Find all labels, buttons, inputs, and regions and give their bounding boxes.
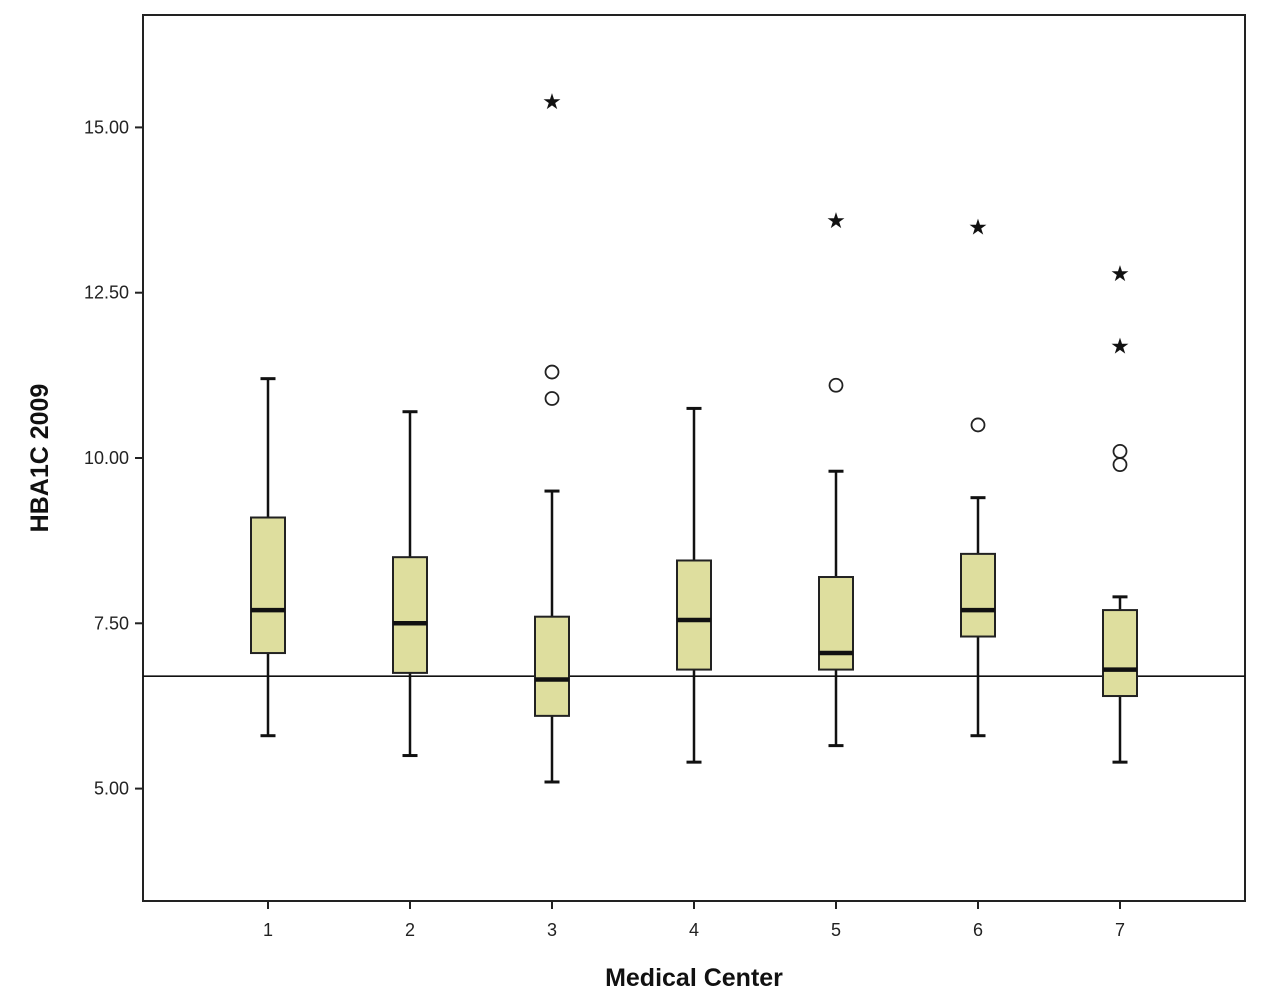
iqr-box bbox=[534, 615, 570, 717]
x-axis: 1 2 3 4 5 6 7 bbox=[263, 901, 1125, 940]
outlier-point bbox=[1112, 457, 1128, 473]
x-tick-label: 6 bbox=[973, 920, 983, 940]
extreme-point: ★ bbox=[1110, 262, 1130, 287]
box-group-7: ★★ bbox=[1102, 262, 1138, 764]
iqr-box bbox=[676, 559, 712, 671]
box-group-3: ★ bbox=[534, 90, 570, 784]
extreme-point: ★ bbox=[968, 216, 988, 241]
box-group-4 bbox=[676, 406, 712, 764]
x-tick-label: 2 bbox=[405, 920, 415, 940]
y-tick-label: 15.00 bbox=[84, 117, 129, 137]
outlier-point bbox=[544, 364, 560, 380]
box-group-2 bbox=[392, 410, 428, 758]
box-series: ★★ ★★★ bbox=[250, 90, 1138, 784]
y-axis-title: HBA1C 2009 bbox=[26, 384, 54, 533]
x-tick-label: 5 bbox=[831, 920, 841, 940]
iqr-box bbox=[250, 516, 286, 655]
outlier-point bbox=[828, 377, 844, 393]
y-tick-label: 12.50 bbox=[84, 283, 129, 303]
extreme-point: ★ bbox=[1110, 335, 1130, 360]
x-tick-label: 7 bbox=[1115, 920, 1125, 940]
y-tick-label: 5.00 bbox=[94, 779, 129, 799]
outlier-point bbox=[1112, 443, 1128, 459]
box-group-5: ★ bbox=[818, 209, 854, 748]
y-tick-label: 10.00 bbox=[84, 448, 129, 468]
outlier-point bbox=[544, 391, 560, 406]
iqr-box bbox=[960, 552, 996, 638]
extreme-point: ★ bbox=[826, 209, 846, 234]
box-group-6: ★ bbox=[960, 216, 996, 738]
extreme-point: ★ bbox=[542, 90, 562, 115]
box-group-1 bbox=[250, 377, 286, 738]
x-tick-label: 1 bbox=[263, 920, 273, 940]
x-axis-title: Medical Center bbox=[605, 964, 783, 992]
y-axis: 5.00 7.50 10.00 12.50 15.00 bbox=[84, 117, 143, 799]
iqr-box bbox=[1102, 609, 1138, 698]
x-tick-label: 3 bbox=[547, 920, 557, 940]
x-tick-label: 4 bbox=[689, 920, 699, 940]
y-tick-label: 7.50 bbox=[94, 613, 129, 633]
iqr-box bbox=[392, 556, 428, 674]
iqr-box bbox=[818, 576, 854, 671]
outlier-point bbox=[970, 417, 986, 433]
